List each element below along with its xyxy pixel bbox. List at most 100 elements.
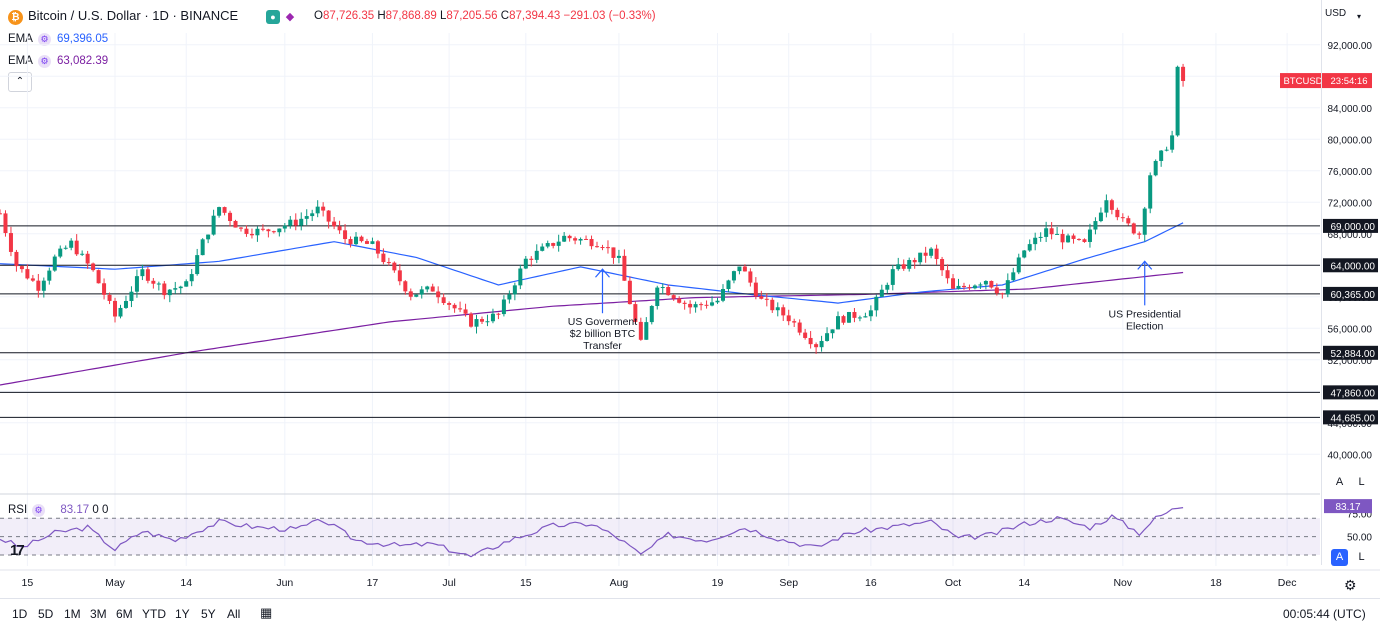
candle-down [348,239,353,245]
candle-up [1055,233,1060,235]
candle-up [775,307,780,311]
candle-down [589,239,594,247]
candle-down [1120,217,1125,219]
candle-up [578,238,583,241]
candle-down [238,227,243,229]
log-scale-button[interactable]: L [1353,474,1370,491]
candle-down [753,282,758,297]
candle-down [452,304,457,309]
candle-up [693,304,698,308]
ema-slow-legend[interactable]: EMA ⚙ 63,082.39 [8,55,108,68]
candle-down [397,270,402,282]
candle-down [228,212,233,221]
open-label: O [314,10,323,22]
range-button[interactable]: 1M [64,607,81,621]
candle-up [52,256,57,271]
candle-up [288,219,293,226]
candle-down [85,253,90,264]
calendar-icon[interactable]: ▦ [260,605,273,620]
price-axis[interactable] [1321,0,1380,565]
range-button[interactable]: 5D [38,607,54,621]
candle-down [699,304,704,306]
ema-slow-series [0,271,1184,386]
visibility-icon[interactable]: ● [266,10,280,24]
collapse-legend-button[interactable]: ⌃ [8,72,32,92]
time-tick-label: Sep [779,577,798,589]
time-tick-label: 16 [865,577,877,589]
candle-up [956,285,961,289]
ema-fast-legend[interactable]: EMA ⚙ 69,396.05 [8,33,108,46]
candle-up [118,307,123,317]
candle-up [868,310,873,317]
candle-down [797,322,802,333]
change-value: −291.03 (−0.33%) [563,10,656,22]
candle-down [770,299,775,311]
share-icon[interactable]: ◆ [285,11,295,23]
chart-settings-icon[interactable]: ⚙ [1344,577,1357,593]
chevron-down-icon[interactable]: ▾ [1357,12,1362,21]
candle-down [463,309,468,314]
rsi-auto-scale-button[interactable]: A [1331,549,1348,566]
annotation-text: Transfer [583,340,622,352]
candle-up [425,286,430,290]
price-tick-label: 72,000.00 [1328,198,1373,209]
candle-up [1098,212,1103,222]
candle-down [611,247,616,258]
candle-down [14,251,19,267]
candle-down [627,280,632,305]
candle-down [841,316,846,323]
candle-up [1044,228,1049,237]
utc-clock[interactable]: 00:05:44 (UTC) [1283,607,1366,621]
grid-lines [0,33,1380,571]
range-button[interactable]: 3M [90,607,107,621]
candle-down [458,308,463,310]
candle-down [266,229,271,232]
candle-up [195,255,200,275]
rsi-label: RSI [8,504,28,516]
auto-scale-button[interactable]: A [1331,474,1348,491]
candle-up [1033,237,1038,245]
candle-down [0,213,2,215]
ema-slow-label: EMA [8,55,33,67]
candle-up [518,268,523,286]
range-button[interactable]: All [227,607,241,621]
candle-up [474,319,479,327]
candle-up [660,287,665,289]
range-button[interactable]: 1Y [175,607,190,621]
currency-selector[interactable]: USD [1325,8,1347,19]
symbol-title[interactable]: Bitcoin / U.S. Dollar · 1D · BINANCE [28,8,239,23]
settings-icon[interactable]: ⚙ [38,33,51,46]
range-button[interactable]: 1D [12,607,28,621]
candle-down [961,285,966,288]
candle-up [846,312,851,323]
time-tick-label: 17 [367,577,379,589]
time-tick-label: Jun [276,577,293,589]
settings-icon[interactable]: ⚙ [32,504,45,517]
candle-down [1109,200,1114,210]
candle-down [940,259,945,271]
time-tick-label: Jul [442,577,455,589]
rsi-legend[interactable]: RSI ⚙ 83.17 0 0 [8,504,108,517]
rsi-log-scale-button[interactable]: L [1353,549,1370,566]
candle-down [343,230,348,240]
candle-down [1000,293,1005,295]
candle-up [315,206,320,214]
candle-up [485,321,490,323]
settings-icon[interactable]: ⚙ [38,55,51,68]
range-button[interactable]: 6M [116,607,133,621]
candle-down [403,281,408,292]
candle-up [1038,236,1043,238]
tradingview-logo[interactable]: 17 [10,542,25,559]
range-button[interactable]: 5Y [201,607,216,621]
range-button[interactable]: YTD [142,607,166,621]
candle-down [688,303,693,308]
level-price-tag [1323,218,1378,233]
candle-down [332,221,337,227]
candle-up [282,225,287,229]
candle-up [819,340,824,348]
candle-up [556,241,561,246]
countdown-label: 23:54:16 [1331,76,1368,87]
level-price-tag [1323,258,1378,273]
level-price-label: 44,685.00 [1331,413,1376,424]
